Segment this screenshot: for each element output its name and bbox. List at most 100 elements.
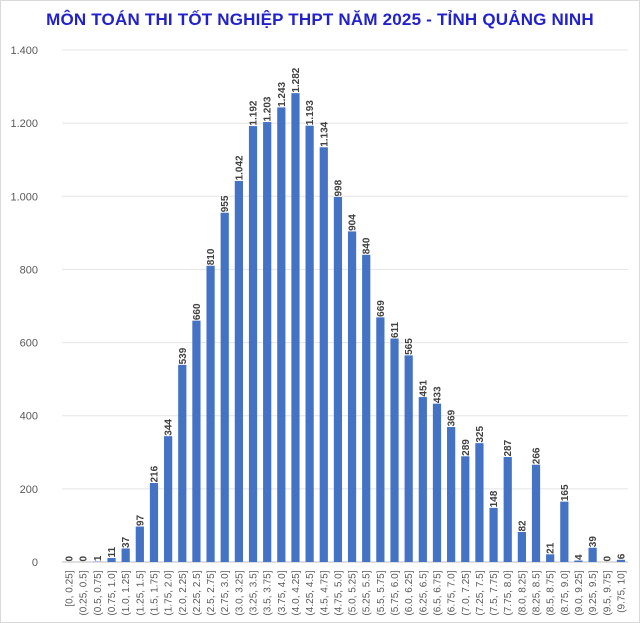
bar <box>574 560 583 562</box>
data-label: 565 <box>404 338 415 355</box>
data-label: 810 <box>206 248 217 265</box>
bar <box>517 532 526 562</box>
bar <box>616 559 626 562</box>
x-tick-label: (4.25, 4.5] <box>305 570 316 615</box>
y-tick-label: 800 <box>20 264 38 276</box>
data-label: 660 <box>192 303 203 320</box>
x-tick-label: (9.75, 10] <box>616 570 627 612</box>
bar <box>206 265 215 562</box>
bar <box>277 107 286 562</box>
data-label: 998 <box>333 179 344 196</box>
bar <box>192 320 201 562</box>
data-label: 4 <box>574 554 585 560</box>
x-tick-label: (5.25, 5.5] <box>362 570 373 615</box>
data-label: 904 <box>348 214 359 231</box>
data-label: 433 <box>432 386 443 403</box>
data-label: 21 <box>546 542 557 554</box>
bar <box>432 403 442 562</box>
x-tick-label: (8.25, 8.5] <box>532 570 543 615</box>
data-label: 1.203 <box>263 96 274 121</box>
data-label: 97 <box>135 514 146 526</box>
x-tick-label: (5.75, 6.0] <box>390 570 401 615</box>
x-tick-label: (1.0, 1.25] <box>121 570 132 615</box>
bar <box>560 501 569 562</box>
bar <box>305 125 314 563</box>
y-tick-label: 600 <box>20 338 38 350</box>
bar <box>263 122 272 562</box>
y-tick-label: 400 <box>20 411 38 423</box>
x-tick-label: (4.75, 5.0] <box>333 570 344 615</box>
data-label: 0 <box>602 556 613 562</box>
x-tick-label: (1.75, 2.0] <box>164 570 175 615</box>
x-tick-label: (3.75, 4.0] <box>277 570 288 615</box>
bar <box>347 231 357 562</box>
x-tick-label: (4.5, 4.75] <box>319 570 330 615</box>
data-label: 266 <box>532 447 543 464</box>
x-tick-label: (8.75, 9.0] <box>560 570 571 615</box>
data-label: 37 <box>121 536 132 548</box>
x-tick-label: (0.5, 0.75] <box>93 570 104 615</box>
x-tick-label: (9.25, 9.5] <box>588 570 599 615</box>
bar <box>531 464 541 562</box>
x-tick-label: (8.0, 8.25] <box>517 570 528 615</box>
data-label: 6 <box>616 553 627 559</box>
x-tick-label: (9.5, 9.75] <box>602 570 613 615</box>
x-tick-label: (8.5, 8.75] <box>546 570 557 615</box>
y-tick-label: 1.400 <box>10 45 38 57</box>
data-label: 0 <box>79 556 90 562</box>
y-tick-label: 200 <box>20 484 38 496</box>
bar <box>404 355 413 562</box>
x-tick-label: (7.25, 7.5] <box>475 570 486 615</box>
data-label: 669 <box>376 300 387 317</box>
data-label: 1.193 <box>305 100 316 125</box>
bar <box>149 483 159 562</box>
bar <box>546 554 555 562</box>
data-label: 369 <box>447 409 458 426</box>
bar <box>447 427 456 562</box>
bar <box>376 317 385 562</box>
data-label: 1.134 <box>319 121 330 146</box>
x-tick-label: (6.5, 6.75] <box>432 570 443 615</box>
bar <box>418 397 427 562</box>
data-label: 539 <box>178 347 189 364</box>
x-tick-label: (7.75, 8.0] <box>503 570 514 615</box>
data-label: 344 <box>164 419 175 436</box>
x-tick-label: (5.5, 5.75] <box>376 570 387 615</box>
bar <box>319 147 328 562</box>
y-tick-label: 1.000 <box>10 191 38 203</box>
x-tick-label: (2.5, 2.75] <box>206 570 217 615</box>
data-label: 1.042 <box>234 155 245 180</box>
x-tick-label: (3.0, 3.25] <box>234 570 245 615</box>
data-label: 1 <box>93 555 104 561</box>
bar <box>291 93 300 562</box>
bar <box>234 180 243 562</box>
data-label: 955 <box>220 195 231 212</box>
x-tick-label: (1.25, 1.5] <box>135 570 146 615</box>
data-label: 840 <box>362 237 373 254</box>
bar <box>362 254 371 563</box>
x-tick-label: (2.0, 2.25] <box>178 570 189 615</box>
bar <box>333 197 343 562</box>
data-label: 1.192 <box>249 100 260 125</box>
bar <box>121 548 130 562</box>
x-tick-label: (4.0, 4.25] <box>291 570 302 615</box>
x-tick-label: [0, 0.25] <box>65 570 76 606</box>
data-label: 148 <box>489 490 500 507</box>
x-tick-label: (6.0, 6.25] <box>404 570 415 615</box>
y-tick-label: 1.200 <box>10 118 38 130</box>
x-tick-label: (2.25, 2.5] <box>192 570 203 615</box>
bar <box>107 557 116 562</box>
x-tick-label: (7.0, 7.25] <box>461 570 472 615</box>
x-tick-label: (0.25, 0.5] <box>79 570 90 615</box>
chart-title: MÔN TOÁN THI TỐT NGHIỆP THPT NĂM 2025 - … <box>46 10 594 29</box>
data-label: 325 <box>475 426 486 443</box>
x-tick-label: (3.25, 3.5] <box>249 570 260 615</box>
data-label: 216 <box>149 465 160 482</box>
bar <box>135 526 144 562</box>
x-tick-label: (5.0, 5.25] <box>348 570 359 615</box>
data-label: 289 <box>461 439 472 456</box>
x-tick-label: (6.25, 6.5] <box>418 570 429 615</box>
data-label: 287 <box>503 439 514 456</box>
bar <box>178 364 187 562</box>
data-label: 39 <box>588 536 599 548</box>
